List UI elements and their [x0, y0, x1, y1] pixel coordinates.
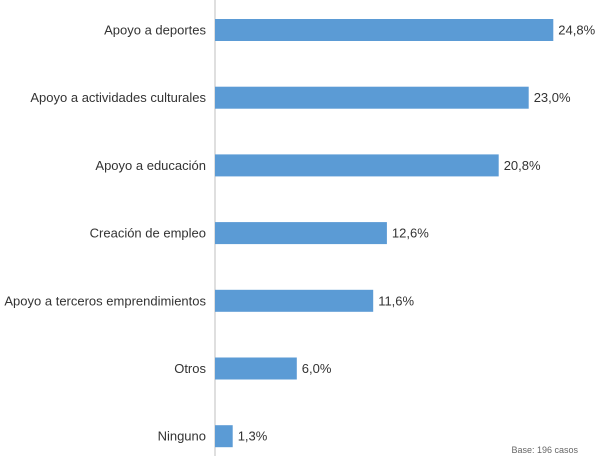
bar-3 [215, 222, 387, 245]
value-label-1: 23,0% [534, 90, 571, 105]
category-label-5: Otros [174, 361, 206, 376]
bar-4 [215, 289, 374, 312]
value-label-0: 24,8% [558, 23, 595, 38]
bar-6 [215, 425, 233, 448]
category-label-1: Apoyo a actividades culturales [30, 90, 206, 105]
bar-2 [215, 154, 499, 177]
bar-5 [215, 357, 297, 380]
value-label-3: 12,6% [392, 226, 429, 241]
value-labels-group: 24,8% 23,0% 20,8% 12,6% 11,6% 6,0% 1,3% [238, 23, 595, 444]
bars-group [215, 19, 554, 448]
bar-0 [215, 19, 554, 41]
value-label-5: 6,0% [302, 361, 332, 376]
bar-1 [215, 86, 529, 109]
base-footnote: Base: 196 casos [511, 445, 578, 455]
category-label-6: Ninguno [158, 429, 206, 444]
category-label-2: Apoyo a educación [95, 158, 206, 173]
category-label-0: Apoyo a deportes [104, 23, 206, 38]
category-labels-group: Apoyo a deportes Apoyo a actividades cult… [4, 23, 206, 444]
value-label-4: 11,6% [378, 293, 414, 308]
category-label-3: Creación de empleo [90, 226, 206, 241]
category-label-4: Apoyo a terceros emprendimientos [4, 293, 206, 308]
value-label-2: 20,8% [504, 158, 541, 173]
value-label-6: 1,3% [238, 429, 268, 444]
